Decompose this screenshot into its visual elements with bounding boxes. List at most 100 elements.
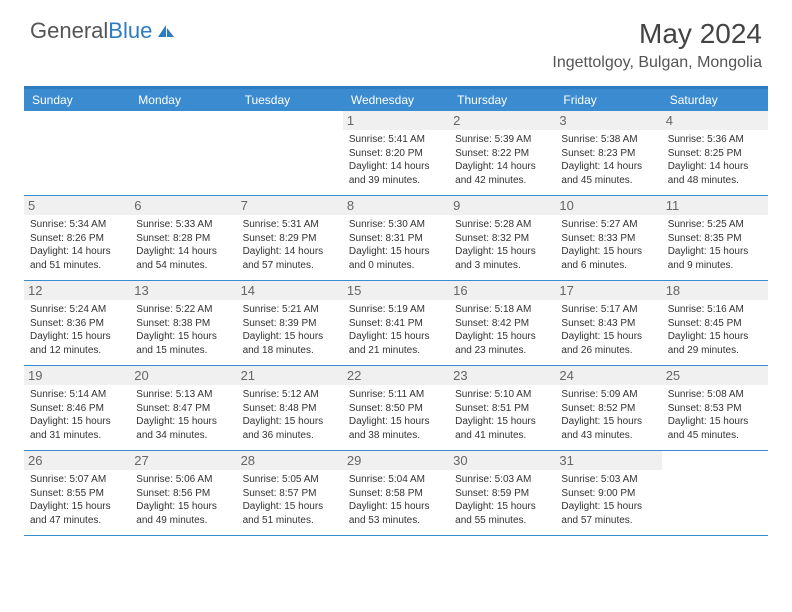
day-info: Sunrise: 5:41 AMSunset: 8:20 PMDaylight:…: [349, 133, 443, 187]
day-number: 24: [555, 366, 661, 385]
day-cell: 17 Sunrise: 5:17 AMSunset: 8:43 PMDayligh…: [555, 281, 661, 365]
day-number: 13: [130, 281, 236, 300]
weekday-wednesday: Wednesday: [343, 89, 449, 111]
logo: GeneralBlue: [30, 18, 176, 44]
day-info: Sunrise: 5:11 AMSunset: 8:50 PMDaylight:…: [349, 388, 443, 442]
day-number: 20: [130, 366, 236, 385]
day-cell: 22 Sunrise: 5:11 AMSunset: 8:50 PMDayligh…: [343, 366, 449, 450]
day-number: 30: [449, 451, 555, 470]
day-number: 4: [662, 111, 768, 130]
day-cell: 24 Sunrise: 5:09 AMSunset: 8:52 PMDayligh…: [555, 366, 661, 450]
weeks-container: ...1Sunrise: 5:41 AMSunset: 8:20 PMDayli…: [24, 111, 768, 536]
day-info: Sunrise: 5:25 AMSunset: 8:35 PMDaylight:…: [668, 218, 762, 272]
day-info: Sunrise: 5:09 AMSunset: 8:52 PMDaylight:…: [561, 388, 655, 442]
day-info: Sunrise: 5:34 AMSunset: 8:26 PMDaylight:…: [30, 218, 124, 272]
day-number: 17: [555, 281, 661, 300]
day-info: Sunrise: 5:06 AMSunset: 8:56 PMDaylight:…: [136, 473, 230, 527]
week-row: 12Sunrise: 5:24 AMSunset: 8:36 PMDayligh…: [24, 281, 768, 366]
day-cell: 5 Sunrise: 5:34 AMSunset: 8:26 PMDaylight…: [24, 196, 130, 280]
day-cell: 15 Sunrise: 5:19 AMSunset: 8:41 PMDayligh…: [343, 281, 449, 365]
day-info: Sunrise: 5:31 AMSunset: 8:29 PMDaylight:…: [243, 218, 337, 272]
day-info: Sunrise: 5:30 AMSunset: 8:31 PMDaylight:…: [349, 218, 443, 272]
day-cell: 27 Sunrise: 5:06 AMSunset: 8:56 PMDayligh…: [130, 451, 236, 535]
day-cell: 9 Sunrise: 5:28 AMSunset: 8:32 PMDaylight…: [449, 196, 555, 280]
day-info: Sunrise: 5:24 AMSunset: 8:36 PMDaylight:…: [30, 303, 124, 357]
day-number: 2: [449, 111, 555, 130]
day-empty: .: [24, 111, 130, 195]
day-number: 5: [24, 196, 130, 215]
day-info: Sunrise: 5:18 AMSunset: 8:42 PMDaylight:…: [455, 303, 549, 357]
weekday-saturday: Saturday: [662, 89, 768, 111]
logo-sail-icon: [156, 23, 176, 39]
day-info: Sunrise: 5:05 AMSunset: 8:57 PMDaylight:…: [243, 473, 337, 527]
day-info: Sunrise: 5:08 AMSunset: 8:53 PMDaylight:…: [668, 388, 762, 442]
day-cell: 19Sunrise: 5:14 AMSunset: 8:46 PMDayligh…: [24, 366, 130, 450]
week-row: 26Sunrise: 5:07 AMSunset: 8:55 PMDayligh…: [24, 451, 768, 536]
day-number: 31: [555, 451, 661, 470]
day-number: 18: [662, 281, 768, 300]
day-info: Sunrise: 5:36 AMSunset: 8:25 PMDaylight:…: [668, 133, 762, 187]
day-number: 22: [343, 366, 449, 385]
header: GeneralBlue May 2024 Ingettolgoy, Bulgan…: [0, 0, 792, 78]
day-number: 7: [237, 196, 343, 215]
day-number: 1: [343, 111, 449, 130]
day-number: 14: [237, 281, 343, 300]
day-empty: .: [662, 451, 768, 535]
day-cell: 13 Sunrise: 5:22 AMSunset: 8:38 PMDayligh…: [130, 281, 236, 365]
day-empty: .: [130, 111, 236, 195]
day-info: Sunrise: 5:21 AMSunset: 8:39 PMDaylight:…: [243, 303, 337, 357]
day-cell: 6 Sunrise: 5:33 AMSunset: 8:28 PMDaylight…: [130, 196, 236, 280]
day-cell: 8 Sunrise: 5:30 AMSunset: 8:31 PMDaylight…: [343, 196, 449, 280]
day-info: Sunrise: 5:07 AMSunset: 8:55 PMDaylight:…: [30, 473, 124, 527]
day-number: 27: [130, 451, 236, 470]
day-cell: 20 Sunrise: 5:13 AMSunset: 8:47 PMDayligh…: [130, 366, 236, 450]
day-info: Sunrise: 5:27 AMSunset: 8:33 PMDaylight:…: [561, 218, 655, 272]
day-number: 11: [662, 196, 768, 215]
weekday-header: SundayMondayTuesdayWednesdayThursdayFrid…: [24, 89, 768, 111]
logo-text: GeneralBlue: [30, 18, 152, 44]
day-cell: 11 Sunrise: 5:25 AMSunset: 8:35 PMDayligh…: [662, 196, 768, 280]
day-info: Sunrise: 5:28 AMSunset: 8:32 PMDaylight:…: [455, 218, 549, 272]
day-cell: 26Sunrise: 5:07 AMSunset: 8:55 PMDayligh…: [24, 451, 130, 535]
day-info: Sunrise: 5:19 AMSunset: 8:41 PMDaylight:…: [349, 303, 443, 357]
day-cell: 25Sunrise: 5:08 AMSunset: 8:53 PMDayligh…: [662, 366, 768, 450]
day-empty: .: [237, 111, 343, 195]
day-cell: 2Sunrise: 5:39 AMSunset: 8:22 PMDaylight…: [449, 111, 555, 195]
day-number: 23: [449, 366, 555, 385]
day-info: Sunrise: 5:13 AMSunset: 8:47 PMDaylight:…: [136, 388, 230, 442]
day-cell: 21Sunrise: 5:12 AMSunset: 8:48 PMDayligh…: [237, 366, 343, 450]
week-row: 19Sunrise: 5:14 AMSunset: 8:46 PMDayligh…: [24, 366, 768, 451]
day-info: Sunrise: 5:22 AMSunset: 8:38 PMDaylight:…: [136, 303, 230, 357]
day-cell: 29Sunrise: 5:04 AMSunset: 8:58 PMDayligh…: [343, 451, 449, 535]
weekday-thursday: Thursday: [449, 89, 555, 111]
week-row: 5 Sunrise: 5:34 AMSunset: 8:26 PMDaylight…: [24, 196, 768, 281]
day-cell: 1 Sunrise: 5:41 AMSunset: 8:20 PMDaylight…: [343, 111, 449, 195]
day-info: Sunrise: 5:10 AMSunset: 8:51 PMDaylight:…: [455, 388, 549, 442]
day-info: Sunrise: 5:16 AMSunset: 8:45 PMDaylight:…: [668, 303, 762, 357]
title-block: May 2024 Ingettolgoy, Bulgan, Mongolia: [552, 18, 762, 72]
day-cell: 10Sunrise: 5:27 AMSunset: 8:33 PMDayligh…: [555, 196, 661, 280]
weekday-sunday: Sunday: [24, 89, 130, 111]
day-info: Sunrise: 5:12 AMSunset: 8:48 PMDaylight:…: [243, 388, 337, 442]
day-number: 9: [449, 196, 555, 215]
logo-word1: General: [30, 18, 108, 43]
day-cell: 3 Sunrise: 5:38 AMSunset: 8:23 PMDaylight…: [555, 111, 661, 195]
day-cell: 12Sunrise: 5:24 AMSunset: 8:36 PMDayligh…: [24, 281, 130, 365]
day-info: Sunrise: 5:38 AMSunset: 8:23 PMDaylight:…: [561, 133, 655, 187]
day-info: Sunrise: 5:17 AMSunset: 8:43 PMDaylight:…: [561, 303, 655, 357]
day-number: 15: [343, 281, 449, 300]
calendar: SundayMondayTuesdayWednesdayThursdayFrid…: [24, 86, 768, 536]
day-number: 3: [555, 111, 661, 130]
day-cell: 30Sunrise: 5:03 AMSunset: 8:59 PMDayligh…: [449, 451, 555, 535]
day-info: Sunrise: 5:04 AMSunset: 8:58 PMDaylight:…: [349, 473, 443, 527]
day-cell: 28Sunrise: 5:05 AMSunset: 8:57 PMDayligh…: [237, 451, 343, 535]
day-cell: 7 Sunrise: 5:31 AMSunset: 8:29 PMDaylight…: [237, 196, 343, 280]
week-row: ...1Sunrise: 5:41 AMSunset: 8:20 PMDayli…: [24, 111, 768, 196]
day-cell: 16Sunrise: 5:18 AMSunset: 8:42 PMDayligh…: [449, 281, 555, 365]
location: Ingettolgoy, Bulgan, Mongolia: [552, 54, 762, 72]
day-number: 8: [343, 196, 449, 215]
weekday-friday: Friday: [555, 89, 661, 111]
logo-word2: Blue: [108, 18, 152, 43]
day-info: Sunrise: 5:33 AMSunset: 8:28 PMDaylight:…: [136, 218, 230, 272]
day-number: 6: [130, 196, 236, 215]
